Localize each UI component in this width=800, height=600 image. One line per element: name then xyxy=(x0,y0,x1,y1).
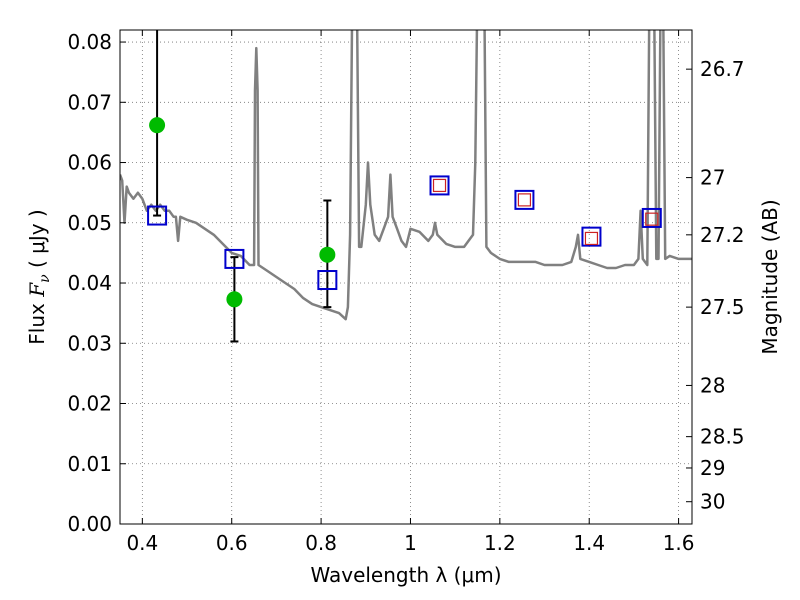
y-axis-title-prefix: Flux xyxy=(25,297,49,345)
photometry-markers xyxy=(147,117,662,308)
nir-photometry-square xyxy=(517,193,532,207)
x-axis-title: Wavelength λ (μm) xyxy=(310,563,501,587)
y2-tick-label: 26.7 xyxy=(700,57,745,81)
model-spectrum xyxy=(120,30,692,321)
observed-flux-point xyxy=(319,246,336,263)
y-axis-title: Flux Fν ( μJy ) xyxy=(25,209,53,344)
y-tick-label: 0.05 xyxy=(67,211,112,235)
observed-flux-point xyxy=(149,117,166,134)
y-tick-label: 0.00 xyxy=(67,512,112,536)
model-photometry-square xyxy=(581,226,602,247)
y-tick-label: 0.07 xyxy=(67,90,112,114)
y-tick-label: 0.06 xyxy=(67,151,112,175)
error-bars xyxy=(153,30,332,343)
observed-flux-point xyxy=(226,291,243,308)
y-axis-title-suffix: ( μJy ) xyxy=(25,209,49,274)
axis-ticks: 0.4 0.6 0.8 1 1.2 1.4 1.6 0.00 0.01 0.02 0.03 0.04 0… xyxy=(67,30,745,555)
x-tick-label: 1.4 xyxy=(573,531,605,555)
y-axis-title-symbol: F xyxy=(25,282,49,298)
y2-axis-title: Magnitude (AB) xyxy=(758,199,782,354)
x-tick-label: 0.8 xyxy=(305,531,337,555)
model-photometry-square xyxy=(147,205,168,226)
y2-tick-label: 28.5 xyxy=(700,425,745,449)
x-tick-label: 1 xyxy=(404,531,417,555)
model-photometry-square xyxy=(514,189,535,210)
y-tick-label: 0.04 xyxy=(67,271,112,295)
y-tick-label: 0.08 xyxy=(67,30,112,54)
x-tick-label: 0.6 xyxy=(216,531,248,555)
y2-tick-label: 30 xyxy=(700,490,725,514)
plot-frame xyxy=(119,29,693,525)
y2-tick-label: 29 xyxy=(700,456,725,480)
y-axis-title-subscript: ν xyxy=(37,274,53,283)
x-tick-label: 0.4 xyxy=(126,531,158,555)
y-tick-label: 0.03 xyxy=(67,331,112,355)
y-tick-label: 0.02 xyxy=(67,392,112,416)
x-tick-label: 1.2 xyxy=(484,531,516,555)
grid-lines xyxy=(120,30,692,525)
model-spectrum-line xyxy=(120,30,692,321)
model-photometry-square xyxy=(429,175,450,196)
y2-tick-label: 28 xyxy=(700,373,725,397)
model-photometry-square xyxy=(224,248,245,269)
nir-photometry-square xyxy=(584,231,599,246)
y2-tick-label: 27.5 xyxy=(700,295,745,319)
nir-photometry-square xyxy=(432,178,447,193)
x-tick-label: 1.6 xyxy=(663,531,695,555)
y-tick-label: 0.01 xyxy=(67,452,112,476)
model-photometry-square xyxy=(317,270,338,291)
nir-photometry-square xyxy=(645,212,659,226)
y2-tick-label: 27 xyxy=(700,166,725,190)
model-photometry-square xyxy=(641,207,662,228)
y2-tick-label: 27.2 xyxy=(700,223,745,247)
